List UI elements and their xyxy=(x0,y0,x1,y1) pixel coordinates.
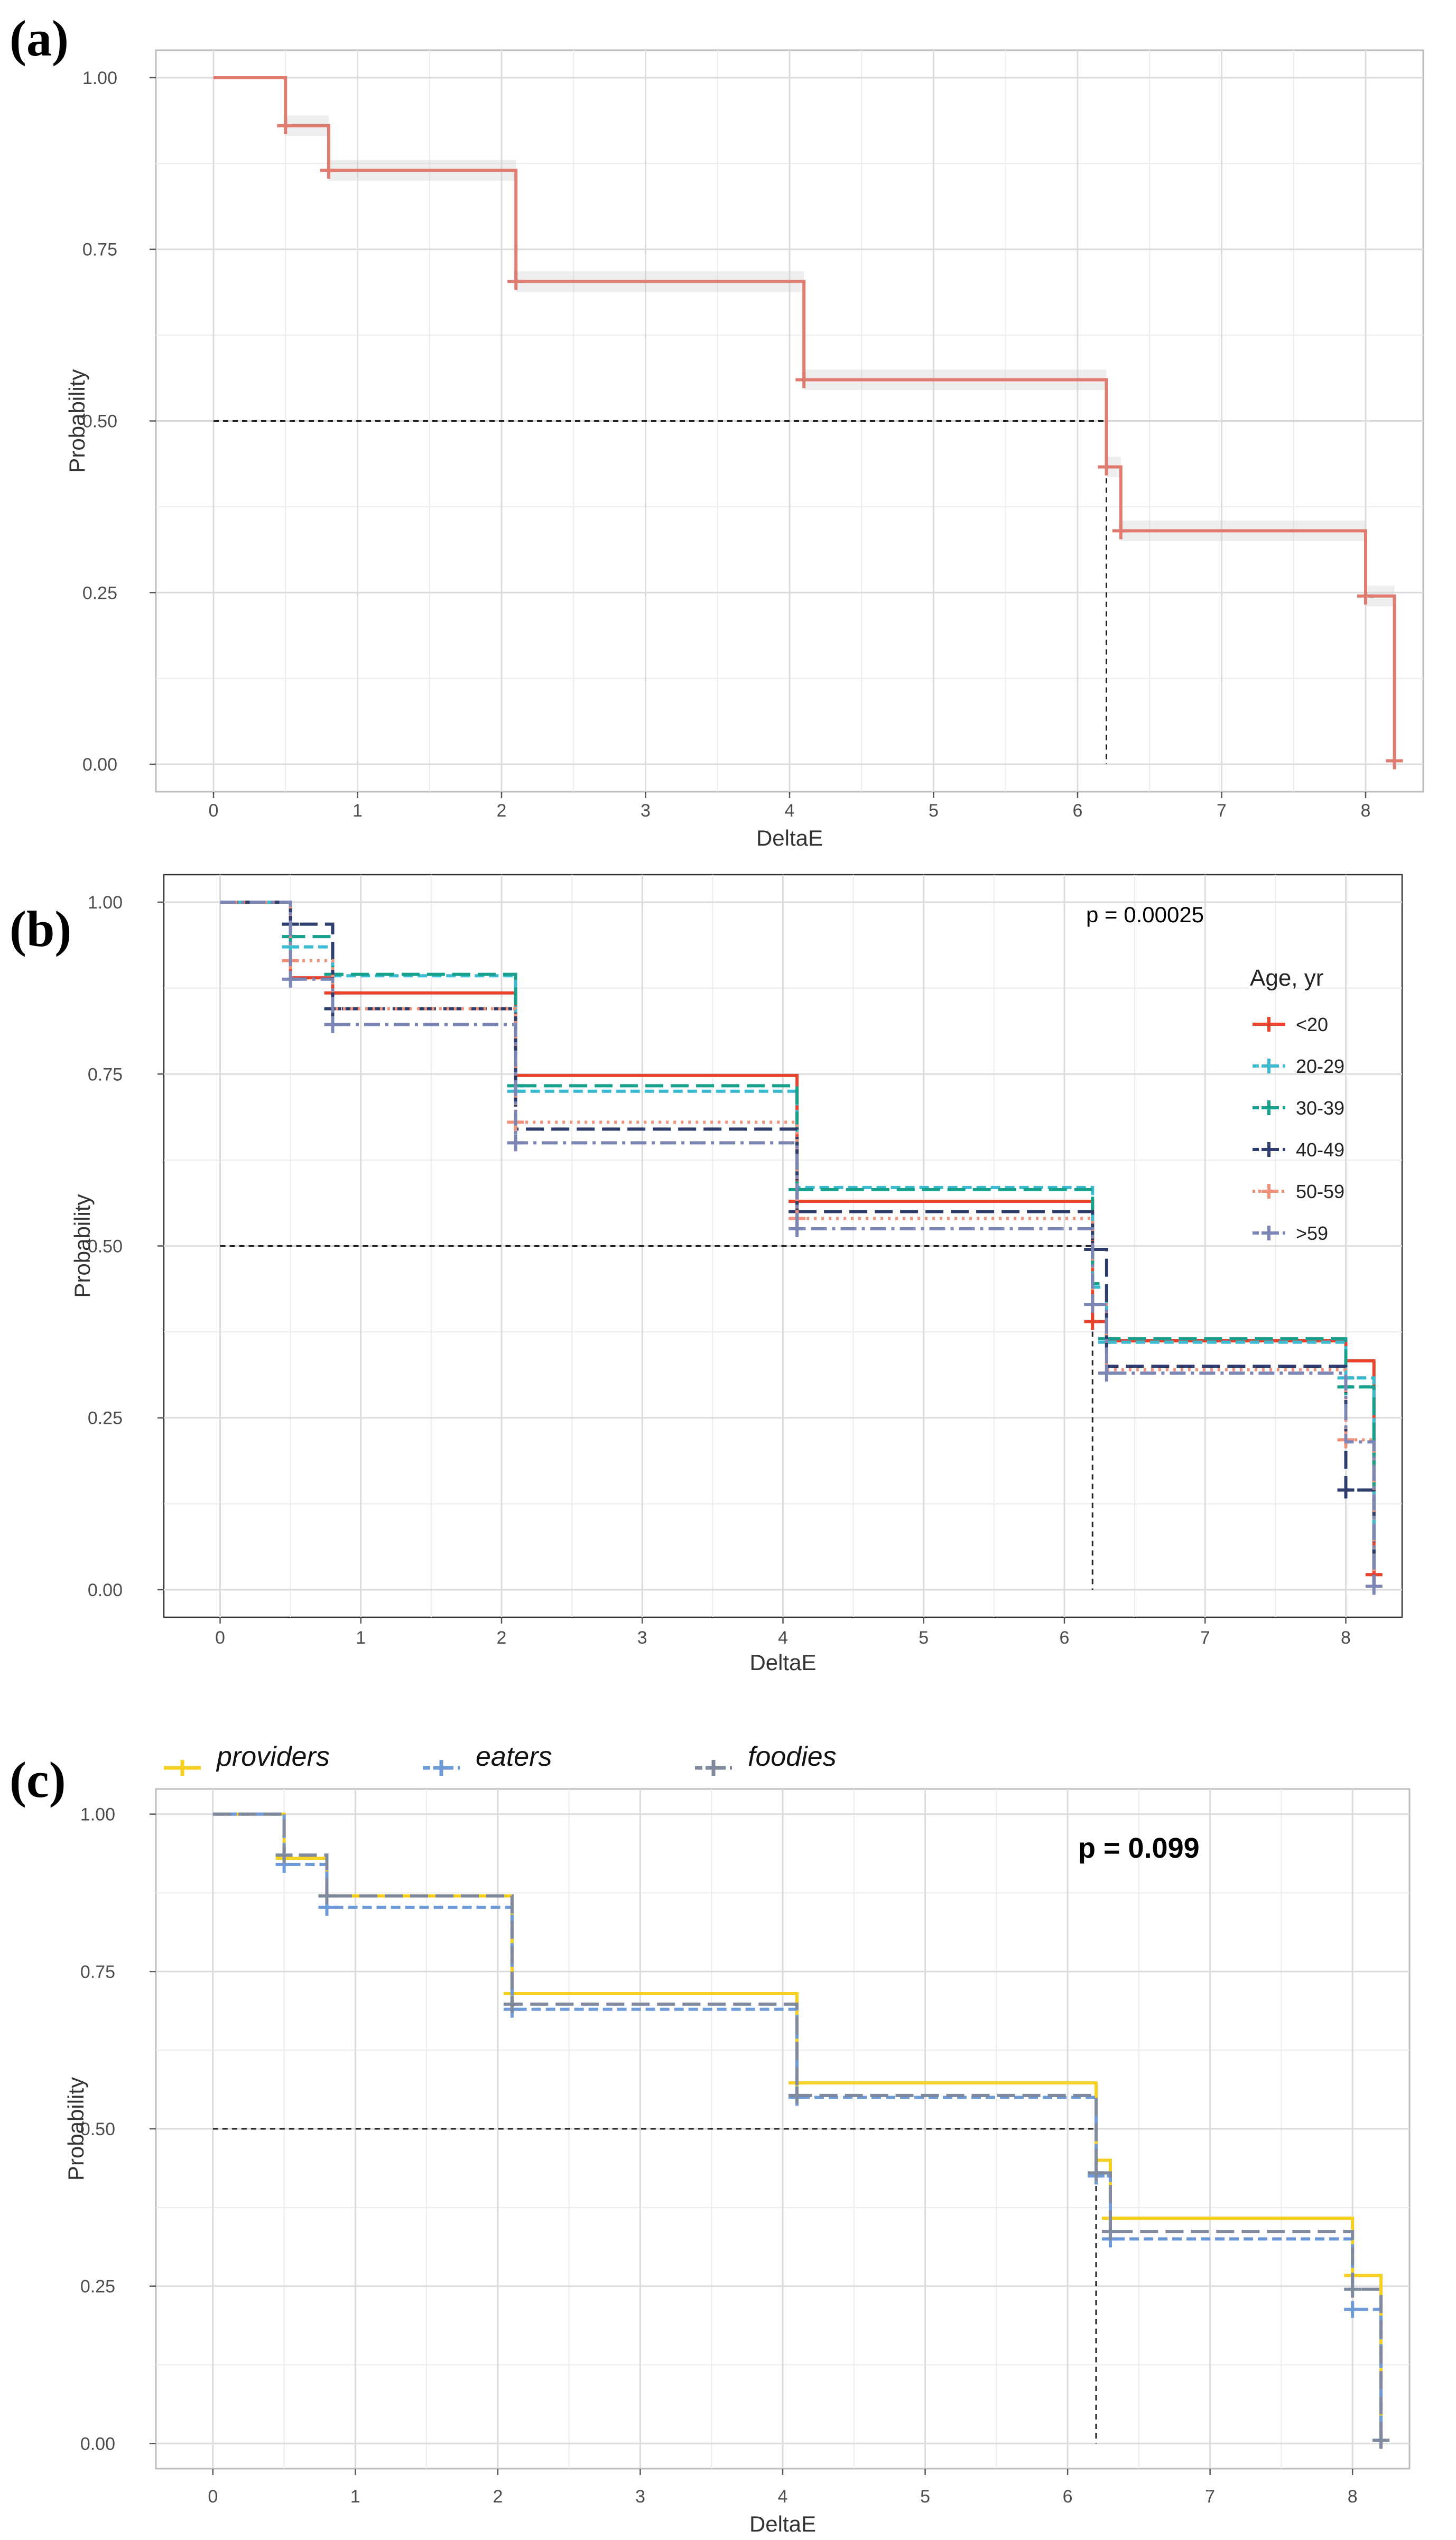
y-axis-title: Probability xyxy=(64,369,89,472)
x-tick-label: 5 xyxy=(920,2487,930,2507)
grid xyxy=(164,875,1402,1617)
grid xyxy=(156,50,1423,792)
censor-mark xyxy=(277,117,294,134)
y-tick-label: 0.00 xyxy=(88,1580,123,1600)
censor-mark xyxy=(507,1134,524,1152)
y-tick-label: 0.25 xyxy=(80,2277,115,2297)
legend: Age, yr <20 20-29 30-39 40-49 50-59 >59 xyxy=(1250,965,1344,1244)
censor-mark xyxy=(789,1220,806,1237)
x-tick-label: 7 xyxy=(1200,1628,1210,1648)
p-value-annotation: p = 0.00025 xyxy=(1086,902,1204,927)
x-tick-label: 5 xyxy=(919,1628,929,1648)
censor-mark xyxy=(318,1887,336,1905)
chart-panel-b: (b) 0 1 2 3 4 5 6 7 8 0.00 0.25 0.50 0.75 1.00 DeltaE Pr… xyxy=(10,874,1403,1675)
legend-label: eaters xyxy=(476,1741,552,1772)
x-tick-label: 5 xyxy=(929,801,939,821)
x-tick-label: 1 xyxy=(353,801,363,821)
x-axis-title: DeltaE xyxy=(749,2511,816,2536)
y-tick-label: 1.00 xyxy=(80,1805,115,1825)
censor-mark xyxy=(1098,1365,1115,1382)
legend-label: 50-59 xyxy=(1296,1181,1344,1202)
x-tick-label: 2 xyxy=(493,2487,503,2507)
y-tick-label: 1.00 xyxy=(82,68,117,88)
x-tick-label: 2 xyxy=(497,1628,507,1648)
y-tick-label: 0.25 xyxy=(82,583,117,603)
legend: providers eaters foodies xyxy=(164,1741,837,1776)
x-tick-label: 7 xyxy=(1217,801,1227,821)
censor-mark xyxy=(1084,1313,1101,1330)
x-tick-label: 3 xyxy=(641,801,651,821)
grid xyxy=(156,1789,1409,2469)
censor-mark xyxy=(1344,2301,1361,2318)
censor-mark xyxy=(1372,2432,1390,2449)
chart-panel-c: (c) 0 1 2 3 4 5 6 7 8 0.00 0.25 0.50 0.75 1.00 DeltaE Pr… xyxy=(10,1741,1411,2536)
y-tick-label: 0.50 xyxy=(80,2119,115,2139)
y-axis-title: Probability xyxy=(63,2077,88,2181)
y-tick-label: 0.25 xyxy=(88,1408,123,1429)
censor-mark xyxy=(282,970,299,988)
censor-mark xyxy=(1386,752,1403,770)
y-tick-label: 0.75 xyxy=(88,1064,123,1084)
x-tick-label: 3 xyxy=(637,1628,647,1648)
censor-mark xyxy=(1112,522,1129,540)
censor-mark xyxy=(1365,1578,1383,1595)
censor-mark xyxy=(788,2087,805,2104)
legend-title: Age, yr xyxy=(1250,965,1323,991)
panel-letter: (b) xyxy=(10,901,71,957)
x-axis-title: DeltaE xyxy=(756,826,823,850)
x-axis-title: DeltaE xyxy=(749,1650,816,1675)
censor-mark xyxy=(1098,458,1115,476)
censor-mark xyxy=(1357,587,1374,605)
censor-mark xyxy=(1084,1296,1101,1313)
x-tick-label: 1 xyxy=(350,2487,360,2507)
censor-mark xyxy=(1344,2281,1361,2298)
censor-mark xyxy=(324,1016,341,1033)
y-tick-label: 0.50 xyxy=(82,412,117,432)
panel-letter: (a) xyxy=(10,10,69,67)
x-tick-label: 6 xyxy=(1073,801,1083,821)
x-tick-label: 0 xyxy=(209,801,219,821)
y-axis-title: Probability xyxy=(70,1194,95,1297)
censor-mark xyxy=(1101,2223,1119,2240)
y-tick-label: 0.75 xyxy=(80,1962,115,1982)
legend-label: <20 xyxy=(1296,1014,1328,1035)
x-tick-label: 0 xyxy=(215,1628,225,1648)
x-tick-label: 0 xyxy=(208,2487,218,2507)
x-tick-label: 2 xyxy=(497,801,507,821)
x-tick-label: 6 xyxy=(1063,2487,1073,2507)
legend-label: >59 xyxy=(1296,1222,1328,1244)
y-tick-label: 1.00 xyxy=(88,893,123,913)
panel-letter: (c) xyxy=(10,1751,66,1808)
x-tick-label: 3 xyxy=(635,2487,645,2507)
legend-label: 40-49 xyxy=(1296,1139,1344,1161)
censor-mark xyxy=(1088,2164,1105,2182)
x-tick-label: 7 xyxy=(1205,2487,1215,2507)
x-tick-label: 8 xyxy=(1341,1628,1351,1648)
legend-label: foodies xyxy=(748,1741,837,1772)
y-tick-label: 0.75 xyxy=(82,240,117,260)
x-tick-label: 4 xyxy=(778,2487,788,2507)
censor-mark xyxy=(507,273,525,290)
x-tick-label: 8 xyxy=(1361,801,1371,821)
censor-mark xyxy=(503,1996,521,2013)
legend-label: providers xyxy=(216,1741,330,1772)
legend-label: 30-39 xyxy=(1296,1097,1344,1119)
censor-mark xyxy=(795,371,813,388)
y-tick-label: 0.00 xyxy=(80,2434,115,2454)
censor-mark xyxy=(1337,1481,1355,1499)
chart-panel-a: (a) 0 1 2 3 4 5 6 7 8 0.00 0.25 0.50 0.75 1.00 DeltaE Pr… xyxy=(10,10,1424,850)
x-tick-label: 8 xyxy=(1348,2487,1358,2507)
y-tick-label: 0.00 xyxy=(82,755,117,775)
censor-mark xyxy=(275,1847,293,1864)
x-tick-label: 4 xyxy=(778,1628,788,1648)
legend-label: 20-29 xyxy=(1296,1055,1344,1077)
x-tick-label: 1 xyxy=(356,1628,366,1648)
y-tick-label: 0.50 xyxy=(88,1237,123,1257)
p-value-annotation: p = 0.099 xyxy=(1078,1832,1200,1864)
x-tick-label: 6 xyxy=(1060,1628,1070,1648)
x-tick-label: 4 xyxy=(785,801,795,821)
series-line-5059 xyxy=(220,901,1376,1587)
censor-mark xyxy=(320,162,337,179)
